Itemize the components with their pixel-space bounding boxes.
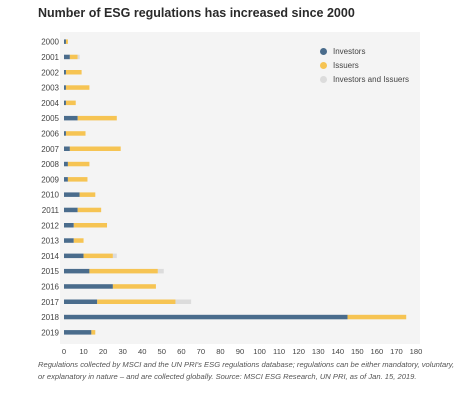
legend-item: Investors and Issuers [320, 72, 409, 86]
bar-investors-2009 [64, 177, 68, 182]
category-label: 2001 [41, 53, 59, 62]
bar-investors-2013 [64, 238, 74, 243]
bar-issuers-2016 [112, 284, 156, 289]
bar-investors-2019 [64, 330, 92, 335]
category-label: 2017 [41, 298, 59, 307]
legend-label: Investors [333, 46, 366, 56]
category-label: 2002 [41, 68, 59, 77]
category-label: 2003 [41, 84, 59, 93]
plot-area [60, 32, 420, 344]
x-tick-label: 20 [99, 347, 107, 356]
bar-issuers-2000 [65, 39, 68, 44]
x-tick-label: 110 [273, 347, 285, 356]
category-label: 2006 [41, 129, 59, 138]
bar-investors-2011 [64, 207, 78, 213]
bar-investors-and-issuers-2017 [175, 299, 192, 304]
bar-issuers-2018 [347, 314, 407, 320]
legend-label: Investors and Issuers [333, 74, 410, 84]
bar-issuers-2009 [67, 177, 88, 182]
bar-issuers-2011 [77, 207, 102, 213]
legend-label: Issuers [333, 60, 359, 70]
legend-swatch [320, 75, 327, 83]
bar-issuers-2004 [65, 100, 76, 106]
x-tick-label: 120 [292, 347, 305, 356]
category-label: 2013 [41, 237, 59, 246]
x-tick-label: 60 [177, 347, 185, 356]
category-label: 2005 [41, 114, 59, 123]
bar-issuers-2013 [73, 238, 84, 243]
category-label: 2011 [42, 206, 60, 215]
x-tick-label: 10 [79, 347, 87, 356]
category-label: 2014 [41, 252, 59, 261]
bar-investors-2012 [64, 223, 74, 228]
source-caption: Regulations collected by MSCI and the UN… [38, 360, 455, 381]
category-label: 2004 [41, 99, 59, 108]
bar-investors-2018 [64, 314, 348, 320]
category-label: 2010 [41, 191, 59, 200]
category-label: 2019 [41, 328, 59, 337]
legend-swatch [320, 47, 327, 55]
category-label: 2012 [41, 221, 59, 230]
category-label: 2015 [41, 267, 59, 276]
bar-investors-2002 [64, 70, 66, 75]
category-label: 2016 [41, 282, 59, 291]
bar-issuers-2005 [77, 115, 117, 121]
bar-issuers-2019 [91, 330, 96, 335]
x-tick-label: 50 [158, 347, 166, 356]
x-tick-label: 150 [351, 347, 364, 356]
bar-investors-2014 [64, 253, 84, 259]
bar-investors-2016 [64, 284, 113, 289]
x-tick-label: 0 [62, 347, 66, 356]
x-tick-label: 70 [197, 347, 205, 356]
bar-investors-2004 [64, 100, 66, 106]
x-tick-label: 180 [410, 347, 423, 356]
bar-issuers-2001 [69, 54, 78, 60]
bar-issuers-2008 [67, 161, 90, 167]
chart-legend: Investors Issuers Investors and Issuers [320, 44, 409, 86]
category-label: 2000 [41, 38, 59, 47]
bar-investors-2006 [64, 131, 66, 136]
bar-investors-2005 [64, 115, 78, 121]
bar-investors-2017 [64, 299, 98, 304]
bar-investors-2000 [64, 39, 66, 44]
category-label: 2018 [41, 313, 59, 322]
bar-investors-and-issuers-2001 [77, 54, 80, 60]
bar-issuers-2015 [89, 268, 158, 274]
bar-investors-and-issuers-2014 [112, 253, 117, 259]
x-tick-label: 140 [331, 347, 344, 356]
x-tick-label: 80 [216, 347, 224, 356]
legend-swatch [320, 61, 327, 69]
bar-issuers-2014 [83, 253, 113, 259]
bar-issuers-2012 [73, 223, 108, 228]
bar-investors-2015 [64, 268, 90, 274]
category-label: 2007 [41, 145, 59, 154]
bar-issuers-2002 [65, 70, 82, 75]
x-tick-label: 100 [253, 347, 266, 356]
x-tick-label: 30 [118, 347, 126, 356]
x-tick-label: 170 [390, 347, 403, 356]
bar-investors-2003 [64, 85, 66, 90]
bar-issuers-2017 [97, 299, 176, 304]
bar-issuers-2010 [79, 192, 96, 197]
legend-item: Issuers [320, 58, 409, 72]
bar-issuers-2006 [65, 131, 86, 136]
bar-investors-2008 [64, 161, 68, 167]
chart-title: Number of ESG regulations has increased … [38, 6, 355, 20]
x-tick-label: 130 [312, 347, 325, 356]
bar-issuers-2007 [69, 146, 121, 151]
bar-investors-2010 [64, 192, 80, 197]
x-tick-label: 90 [236, 347, 244, 356]
category-label: 2008 [41, 160, 59, 169]
category-label: 2009 [41, 175, 59, 184]
bar-investors-2001 [64, 54, 70, 60]
bar-investors-and-issuers-2015 [157, 268, 164, 274]
bar-investors-2007 [64, 146, 70, 151]
x-tick-label: 40 [138, 347, 146, 356]
legend-item: Investors [320, 44, 409, 58]
bar-issuers-2003 [65, 85, 90, 90]
x-tick-label: 160 [371, 347, 384, 356]
